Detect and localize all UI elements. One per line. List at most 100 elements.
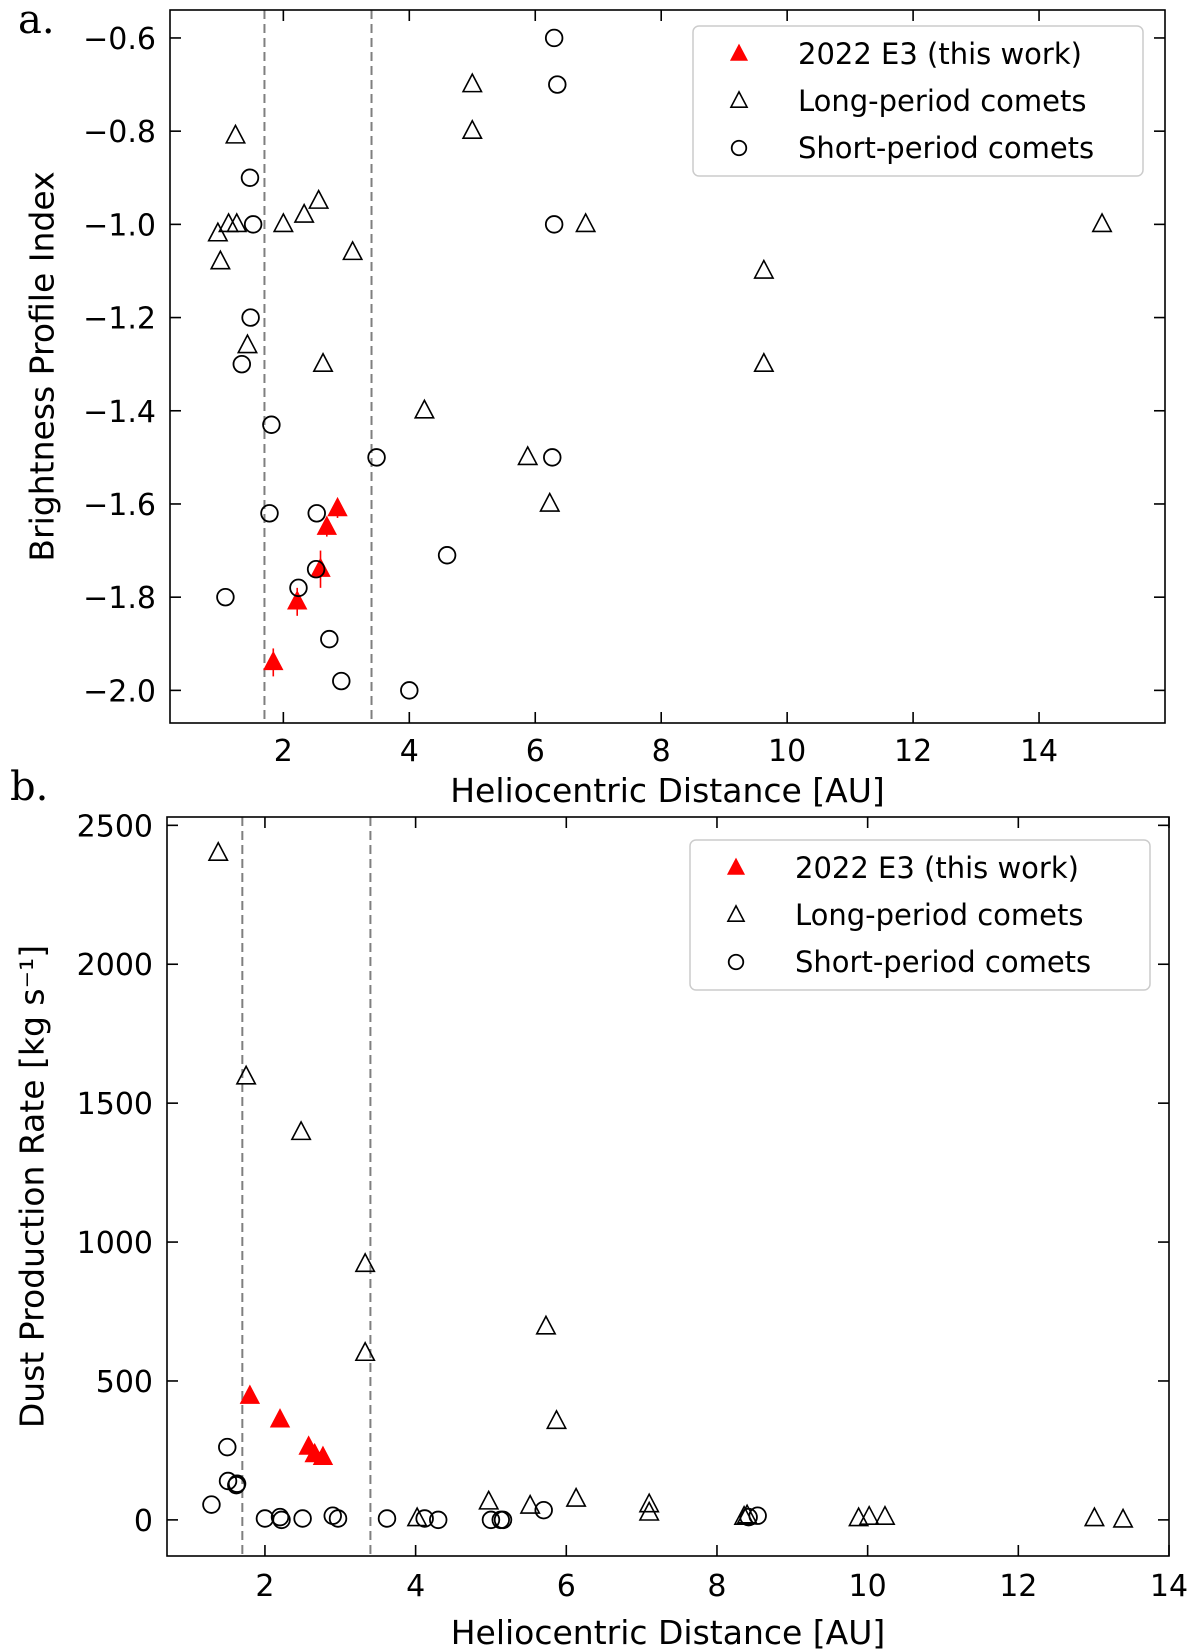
- data-point: [290, 1120, 312, 1141]
- data-point: [263, 650, 284, 671]
- x-tick-label: 2: [255, 1569, 274, 1604]
- data-point: [202, 1495, 221, 1514]
- data-point: [235, 1064, 257, 1085]
- data-point: [218, 1437, 237, 1457]
- y-tick-label: 1000: [77, 1226, 153, 1261]
- data-point: [207, 840, 229, 861]
- data-point: [293, 202, 315, 223]
- legend-marker: [729, 90, 749, 108]
- data-point: [218, 1471, 238, 1491]
- data-point: [316, 515, 338, 535]
- data-point: [461, 72, 483, 93]
- series-long-period-comets: [207, 72, 1113, 512]
- y-tick-label: −0.6: [83, 22, 156, 57]
- data-point: [400, 681, 419, 700]
- x-tick-label: 10: [768, 734, 806, 769]
- data-point: [406, 1506, 428, 1527]
- data-point: [874, 1504, 896, 1525]
- panel-label: a.: [18, 0, 55, 43]
- y-tick-label: −1.8: [83, 581, 156, 616]
- y-tick-label: 2500: [77, 809, 153, 844]
- data-point: [739, 1507, 758, 1527]
- data-point: [312, 1445, 334, 1466]
- data-point: [858, 1504, 880, 1525]
- data-point: [493, 1510, 513, 1530]
- data-point: [255, 1509, 275, 1528]
- legend-box: [689, 839, 1151, 991]
- x-tick-label: 2: [274, 734, 293, 769]
- data-point: [517, 445, 539, 466]
- legend-box: [692, 25, 1144, 177]
- legend-label: 2022 E3 (this work): [795, 851, 1079, 885]
- data-point: [736, 1503, 758, 1524]
- data-point: [262, 415, 281, 434]
- legend-marker: [726, 904, 746, 922]
- y-tick-label: −2.0: [83, 674, 156, 709]
- data-point: [240, 168, 260, 187]
- x-tick-label: 14: [1020, 734, 1058, 769]
- y-tick-label: 2000: [77, 948, 153, 983]
- data-point: [306, 559, 326, 579]
- legend: 2022 E3 (this work) Long-period comets Sho…: [689, 839, 1151, 991]
- y-tick-label: −1.0: [83, 208, 156, 243]
- data-point: [327, 496, 348, 517]
- legend-label: Long-period comets: [798, 84, 1087, 118]
- x-axis-label: Heliocentric Distance [AU]: [451, 1613, 886, 1651]
- data-point: [519, 1493, 541, 1514]
- x-tick-label: 12: [999, 1569, 1037, 1604]
- panel-label: b.: [10, 764, 48, 810]
- data-point: [241, 308, 260, 327]
- y-tick-label: −1.6: [83, 488, 156, 523]
- data-point: [534, 1500, 553, 1520]
- data-point: [481, 1510, 501, 1530]
- data-point: [1083, 1506, 1105, 1527]
- legend-marker: [726, 857, 746, 875]
- data-point: [227, 1475, 246, 1495]
- y-tick-label: −1.4: [83, 395, 156, 430]
- data-point: [753, 352, 775, 373]
- data-point: [232, 354, 252, 374]
- x-axis-label: Heliocentric Distance [AU]: [450, 771, 885, 810]
- legend-label: Short-period comets: [798, 131, 1094, 165]
- data-point: [293, 1509, 312, 1528]
- data-point: [308, 188, 330, 209]
- x-tick-label: 12: [894, 734, 932, 769]
- data-point: [1091, 212, 1113, 233]
- y-tick-label: −0.8: [83, 115, 156, 150]
- x-tick-label: 4: [406, 1569, 425, 1604]
- y-tick-label: 0: [134, 1504, 153, 1539]
- data-point: [848, 1506, 870, 1527]
- panel-b: b. 2 4 6 8 10 12 14 0 500 1000 1500 2000 2500 Heliocen…: [10, 764, 1188, 1651]
- data-point: [270, 1507, 290, 1527]
- y-axis-label: Dust Production Rate [kg s⁻¹]: [13, 945, 52, 1428]
- data-point: [272, 1510, 291, 1530]
- data-point: [320, 629, 339, 649]
- data-point: [269, 1408, 291, 1428]
- data-point: [535, 1314, 557, 1335]
- data-point: [328, 1509, 348, 1528]
- data-point: [575, 212, 597, 233]
- data-point: [428, 1510, 448, 1530]
- data-point: [239, 1384, 261, 1404]
- data-point: [354, 1341, 376, 1362]
- x-tick-label: 6: [557, 1569, 576, 1604]
- data-point: [543, 448, 562, 467]
- x-tick-label: 6: [526, 734, 545, 769]
- x-tick-label: 10: [849, 1569, 887, 1604]
- data-point: [226, 212, 248, 233]
- y-tick-label: −1.2: [83, 302, 156, 337]
- data-point: [545, 1409, 568, 1430]
- data-point: [260, 504, 279, 523]
- data-point: [415, 1509, 434, 1528]
- y-tick-label: 1500: [77, 1087, 153, 1122]
- panel-a: a. 2 4 6 8 10 12 14 −2.0 −1.8 −1.6 −1.4 −1.2 −1.0 −0.8…: [18, 0, 1166, 810]
- legend-label: 2022 E3 (this work): [798, 37, 1082, 71]
- data-point: [413, 398, 435, 419]
- legend-marker: [729, 43, 749, 61]
- legend-label: Short-period comets: [795, 945, 1091, 979]
- data-point: [478, 1489, 500, 1510]
- data-point: [539, 491, 561, 512]
- series-2022-e3-this-work: [239, 1384, 334, 1466]
- data-point: [272, 212, 294, 233]
